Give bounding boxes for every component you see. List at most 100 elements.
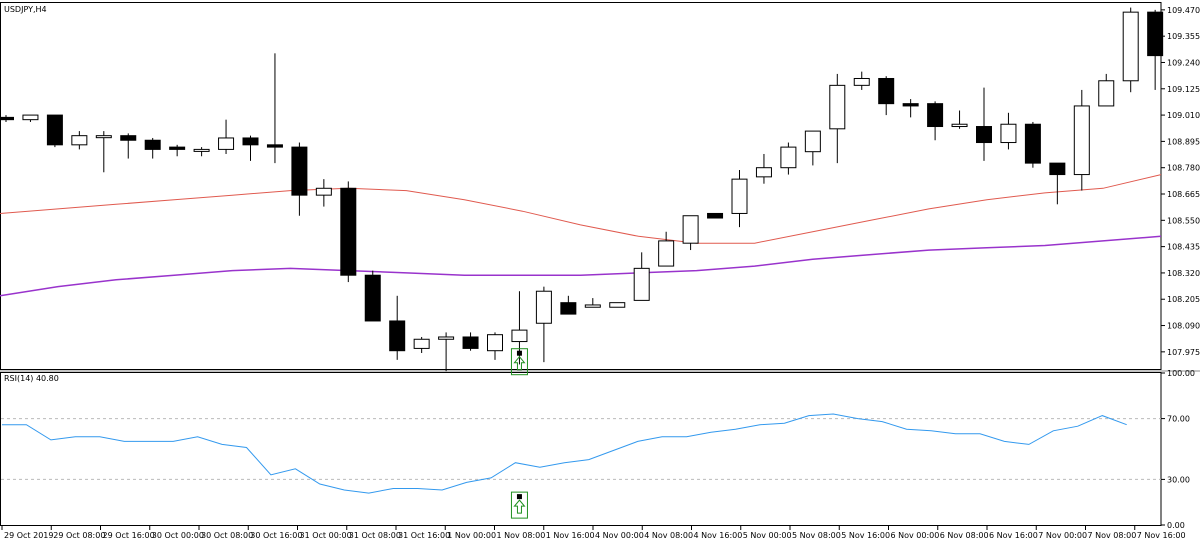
price-axis-label: 108.780	[1167, 164, 1200, 173]
price-axis-label: 109.010	[1167, 111, 1200, 120]
candle[interactable]	[169, 144, 186, 157]
candle[interactable]	[780, 142, 797, 175]
price-axis-label: 109.125	[1167, 85, 1200, 94]
moving-average-fast-line	[0, 174, 1162, 244]
candle-body	[1147, 11, 1164, 57]
candle-body	[1073, 105, 1090, 176]
candle-body	[438, 336, 455, 340]
time-axis-label: 7 Nov 16:00	[1137, 531, 1186, 540]
candle[interactable]	[755, 153, 772, 184]
candle[interactable]	[0, 115, 14, 122]
candle[interactable]	[218, 119, 235, 154]
candle-body	[218, 137, 235, 150]
time-axis-label: 31 Oct 16:00	[398, 531, 450, 540]
candle-body	[682, 215, 699, 244]
candle[interactable]	[976, 87, 992, 161]
candle[interactable]	[584, 298, 601, 308]
candle[interactable]	[1073, 89, 1090, 191]
time-axis-label: 4 Nov 08:00	[644, 531, 693, 540]
candle-body	[853, 77, 870, 86]
candle[interactable]	[95, 131, 112, 173]
candle-body	[609, 302, 626, 308]
candle[interactable]	[707, 212, 724, 219]
candle[interactable]	[22, 114, 39, 122]
candle[interactable]	[1098, 73, 1115, 107]
candle-body	[169, 146, 186, 150]
candle[interactable]	[364, 270, 381, 322]
buy-signal-rsi[interactable]	[510, 491, 528, 519]
candle-body	[1122, 11, 1139, 82]
time-axis-label: 1 Nov 00:00	[447, 531, 496, 540]
candle[interactable]	[46, 114, 63, 148]
time-axis-label: 4 Nov 16:00	[694, 531, 743, 540]
candle[interactable]	[609, 302, 626, 308]
time-axis-label: 4 Nov 00:00	[595, 531, 644, 540]
candle[interactable]	[1049, 162, 1066, 205]
price-axis-label: 108.665	[1167, 190, 1200, 199]
candle[interactable]	[560, 295, 577, 315]
candle[interactable]	[438, 332, 455, 372]
price-panel-frame	[0, 2, 1162, 370]
candle[interactable]	[144, 137, 161, 159]
price-axis-label: 109.240	[1167, 58, 1200, 67]
candle[interactable]	[413, 336, 430, 353]
candle[interactable]	[487, 332, 503, 360]
candle[interactable]	[731, 169, 748, 228]
buy-signal-price[interactable]	[510, 348, 528, 376]
candle[interactable]	[535, 286, 552, 363]
candle-body	[511, 329, 528, 343]
price-axis-label: 108.090	[1167, 322, 1200, 331]
candle[interactable]	[462, 332, 479, 351]
candle[interactable]	[902, 99, 919, 118]
time-axis-label: 30 Oct 08:00	[201, 531, 253, 540]
candle[interactable]	[315, 179, 332, 207]
time-axis-label: 6 Nov 00:00	[891, 531, 940, 540]
candle-body	[487, 334, 503, 352]
candle-body	[120, 135, 137, 141]
candle[interactable]	[1024, 121, 1041, 168]
candle[interactable]	[120, 133, 137, 159]
candle[interactable]	[829, 73, 846, 164]
candle[interactable]	[927, 101, 944, 141]
candle-body	[976, 126, 992, 144]
candle[interactable]	[682, 215, 699, 251]
candle-body	[0, 116, 14, 121]
chart-title: USDJPY,H4	[4, 5, 47, 14]
candle[interactable]	[853, 71, 870, 90]
price-axis-label: 109.470	[1167, 6, 1200, 15]
rsi-axis-label: 0.00	[1167, 521, 1185, 530]
price-axis-label: 107.975	[1167, 348, 1200, 357]
candle[interactable]	[951, 110, 968, 129]
candle[interactable]	[1147, 9, 1164, 90]
rsi-title: RSI(14) 40.80	[4, 374, 59, 383]
candle[interactable]	[291, 142, 308, 216]
candle-body	[193, 148, 210, 152]
candle-body	[658, 240, 675, 267]
candle[interactable]	[1122, 7, 1139, 93]
candle[interactable]	[1000, 112, 1017, 150]
candle[interactable]	[389, 295, 406, 360]
candle[interactable]	[878, 76, 895, 116]
candle-body	[584, 304, 601, 308]
candle[interactable]	[193, 147, 210, 157]
rsi-panel-frame	[0, 372, 1162, 526]
candle[interactable]	[266, 53, 283, 164]
candle-body	[340, 187, 357, 276]
candle[interactable]	[71, 131, 88, 150]
candle-body	[315, 187, 332, 196]
candle[interactable]	[804, 130, 821, 166]
time-axis-label: 6 Nov 16:00	[989, 531, 1038, 540]
candle-body	[22, 114, 39, 121]
candle-body	[707, 212, 724, 219]
time-axis-label: 5 Nov 00:00	[743, 531, 792, 540]
candle-body	[1024, 123, 1041, 164]
candle[interactable]	[242, 135, 259, 161]
candle[interactable]	[658, 231, 675, 267]
candle-body	[1000, 123, 1017, 144]
candle[interactable]	[633, 252, 650, 301]
candle-body	[71, 135, 88, 146]
candle[interactable]	[340, 181, 357, 283]
